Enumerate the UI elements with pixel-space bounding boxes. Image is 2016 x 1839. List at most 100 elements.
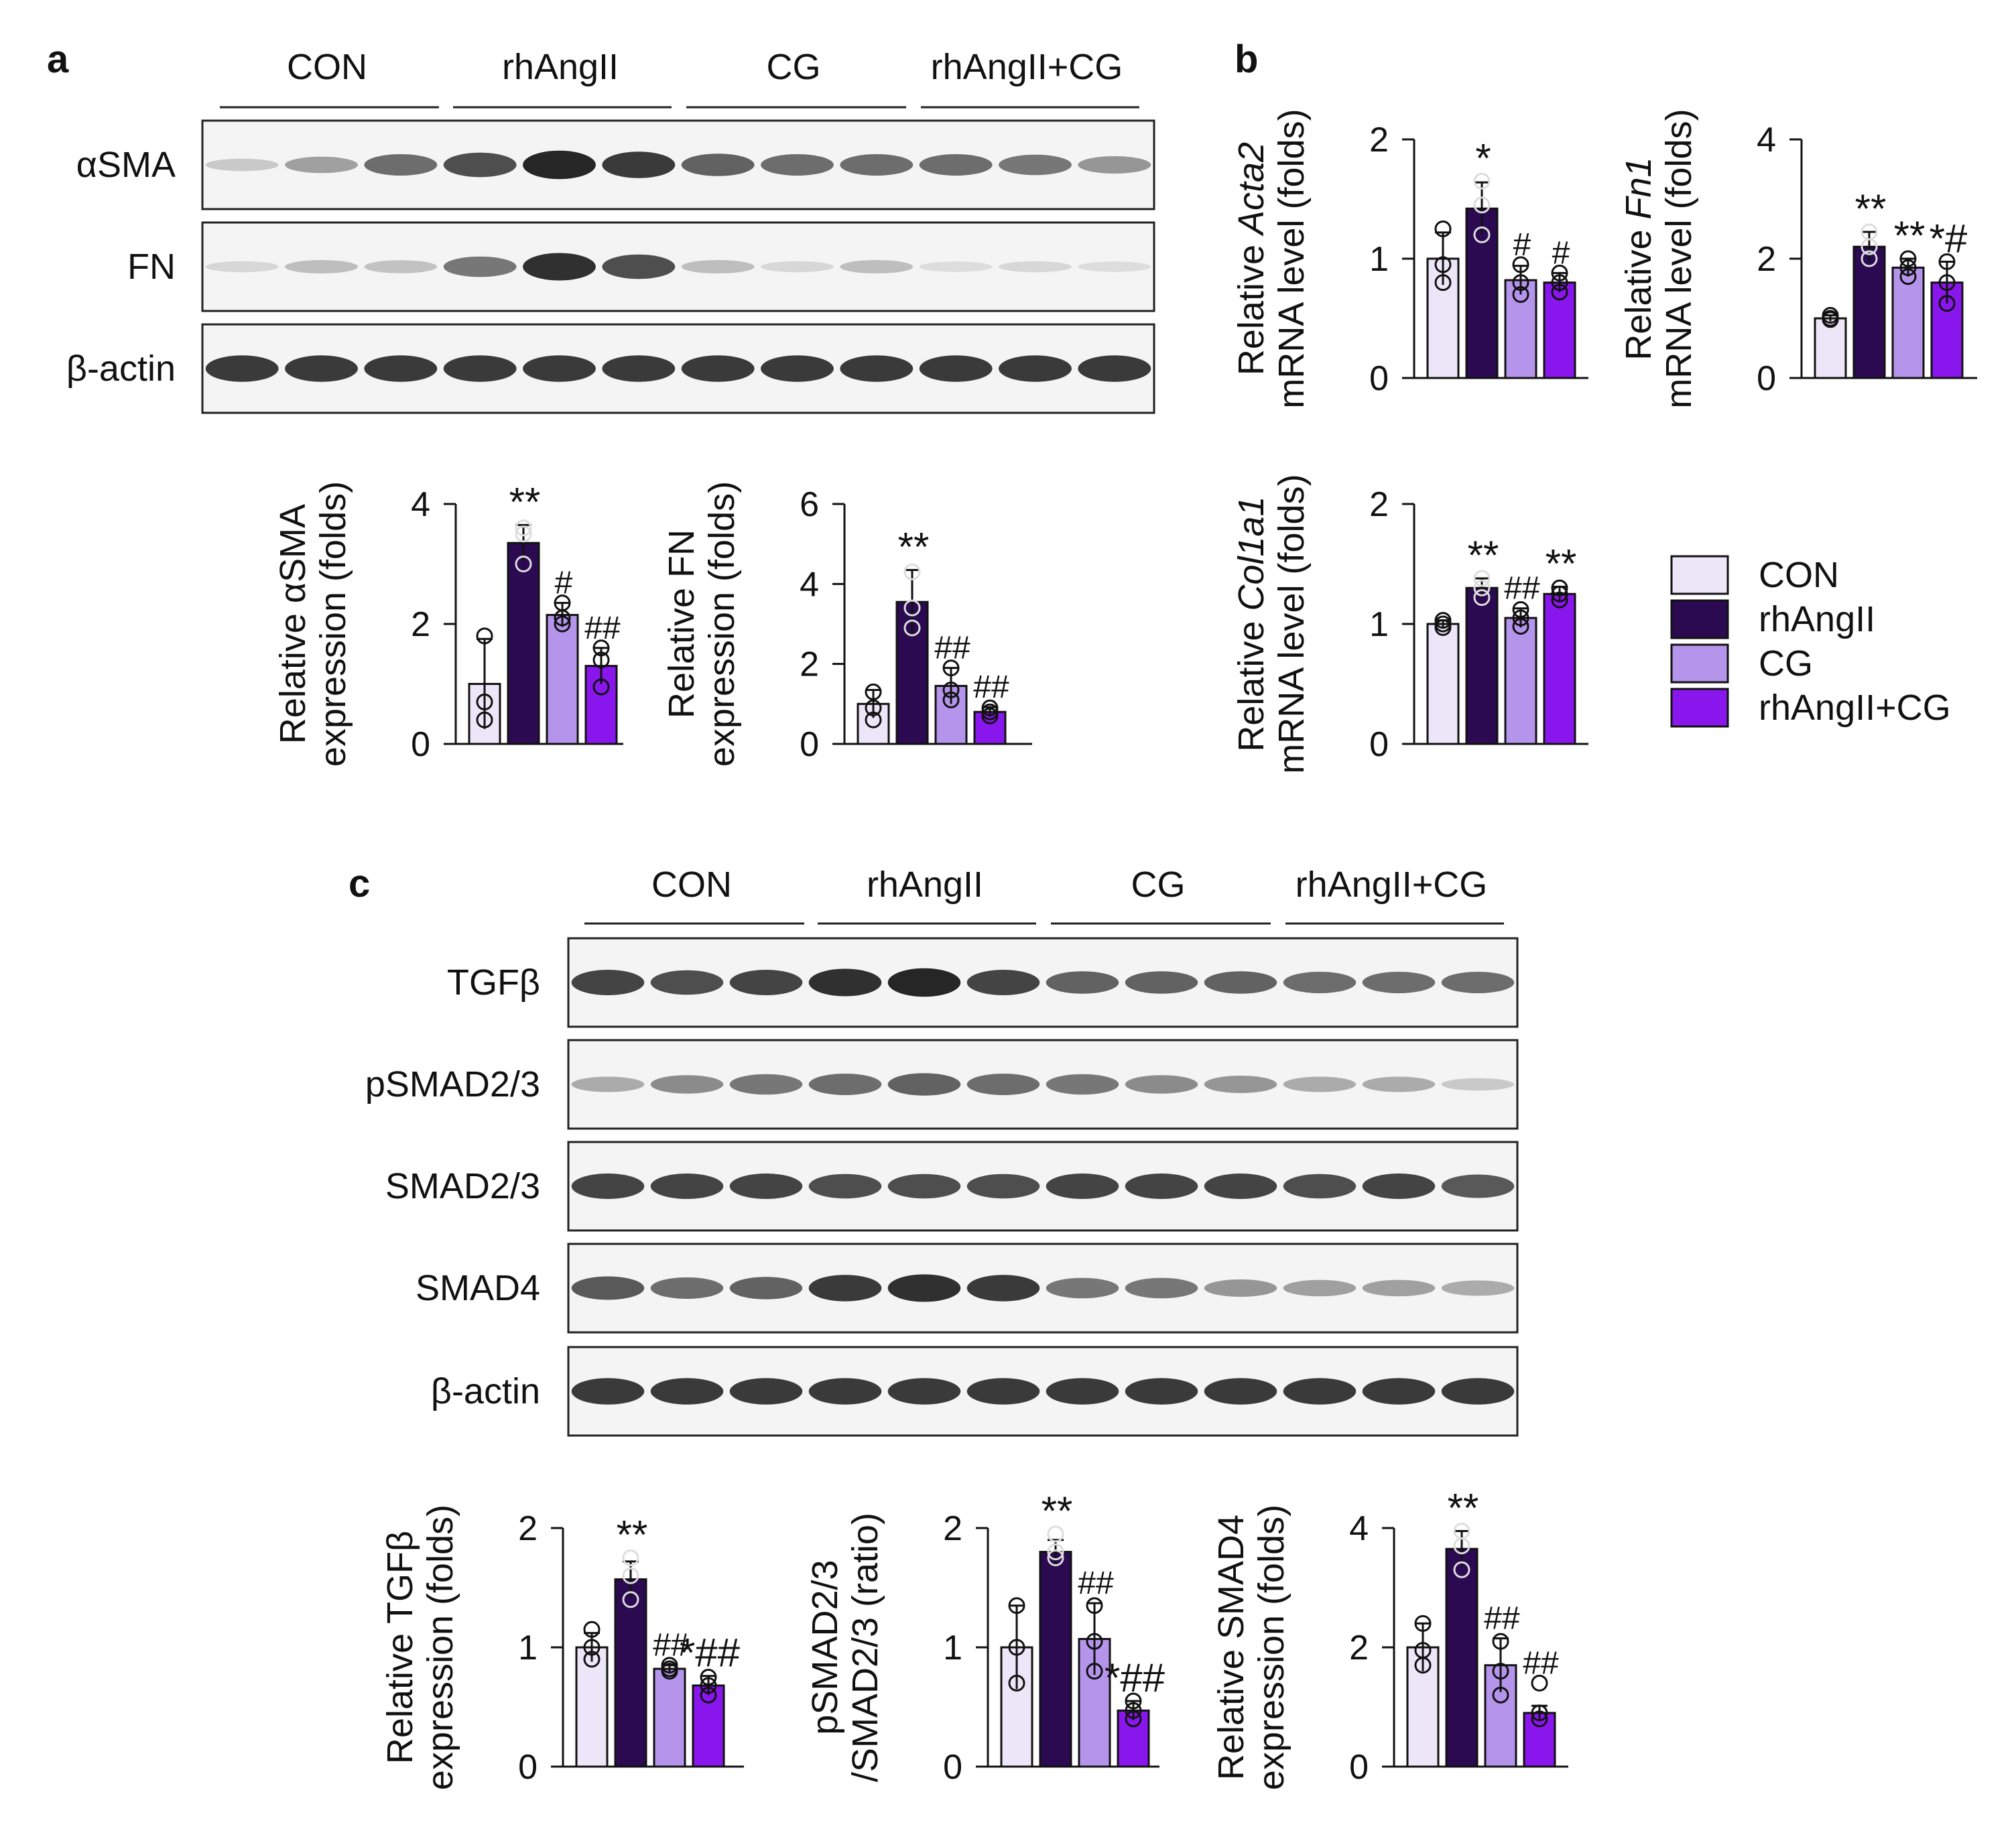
y-axis-label-line2: expression (folds) [420,1505,460,1790]
blot-c-band [1046,1277,1119,1299]
blot-a-header-rhangii-cg: rhAngII+CG [931,47,1123,87]
y-tick-label: 4 [1757,121,1776,160]
legend-swatch-rhangii [1670,599,1729,639]
blot-c-row-psmad2-3-1: pSMAD2/3 [365,1039,1519,1130]
significance-mark: *## [680,1631,741,1675]
significance-mark: ## [1504,571,1540,607]
blot-c-band [1125,971,1198,994]
blot-a-band [602,254,676,279]
blot-a-label-actin: β-actin [66,348,176,389]
data-point [1551,264,1568,281]
data-point [583,1651,601,1668]
legend: CON rhAngII CG rhAngII+CG [1670,555,1951,728]
y-axis-label-line2: expression (folds) [702,481,742,767]
bar-rhangii [614,1578,647,1768]
data-point [1125,1702,1142,1719]
data-point [622,1567,639,1584]
data-point [554,615,571,633]
bar-rhangii [507,542,540,745]
blot-a-band [364,260,438,273]
data-point [476,627,493,645]
significance-mark: ## [653,1628,689,1663]
blot-c-band [1362,1076,1436,1092]
chart-c2: 0 1 2 pSMAD2/3/SMAD2/3 (ratio) **## *## [805,1488,1166,1787]
blot-c-label-smad4: SMAD4 [416,1268,540,1308]
data-point [981,707,999,724]
data-point [1512,286,1529,303]
y-axis-label-line1: Relative Fn1 [1619,157,1659,360]
y-axis-label-text: Relative [1231,611,1271,752]
blot-c-band [1204,971,1277,994]
blot-a-band [285,260,358,273]
y-axis-label-gene: Col1a1 [1231,496,1271,611]
blot-c-band [1046,1174,1119,1199]
blot-a-band [681,355,755,382]
bar-rhangii [1465,586,1499,745]
blot-c-label-smad2-3: SMAD2/3 [385,1166,540,1206]
data-point [1473,570,1491,587]
blot-c-band [1125,1378,1198,1405]
blot-c-row-smad4-3: SMAD4 [416,1243,1519,1334]
blot-a-band [1078,261,1151,272]
blot-c-row-tgf-0: TGFβ [447,937,1519,1028]
data-point [865,711,882,728]
blot-c-band [1283,1279,1357,1297]
blot-a-band [205,261,279,273]
blot-c-membrane [567,1243,1519,1334]
blots-panel-a: αSMA FN β-actin [66,119,1155,414]
blot-c-header-rhangii-cg: rhAngII+CG [1296,865,1488,905]
legend-swatch-rhangii-cg [1670,688,1729,728]
blot-a-band [761,154,834,176]
data-point [1899,259,1917,276]
blot-c-band [729,1174,803,1199]
blot-a-band [364,355,438,382]
blot-a-band [999,355,1072,382]
blot-c-header-rhangii: rhAngII [867,865,983,905]
data-point [1008,1597,1025,1614]
blot-a-membrane [201,221,1155,312]
bar-rhangii-cg [973,710,1007,745]
blot-c-band [887,1378,961,1405]
blot-a-label-fn: FN [127,247,176,287]
y-tick-label: 2 [1369,121,1389,160]
legend-swatch-con [1670,555,1729,595]
y-axis-label-line1: Relative Acta2 [1231,142,1271,375]
y-axis-label-line1: Relative SMAD4 [1211,1515,1251,1780]
y-axis-label-line2: mRNA level (folds) [1271,474,1312,773]
chart-c1: 0 1 2 Relative TGFβ expression (folds) ** ##*#… [380,1505,744,1790]
data-point [1512,601,1529,619]
y-axis-label-line1: pSMAD2/3 [805,1560,845,1734]
data-point [661,1663,678,1680]
blot-a-row-actin-2: β-actin [66,323,1155,414]
blot-c-band [1046,1378,1119,1405]
blot-c-band [1204,1378,1277,1405]
y-tick-label: 1 [1369,605,1389,644]
significance-mark: ** [898,524,930,569]
bar-cg [1504,279,1537,379]
data-point [1861,250,1878,267]
y-tick-label: 0 [518,1748,538,1787]
y-axis-label-line2: /SMAD2/3 (ratio) [845,1513,885,1782]
blot-c-band [887,1274,961,1302]
y-tick-label: 2 [1349,1629,1369,1667]
data-point [1551,591,1568,609]
blot-c-band [887,1073,961,1096]
y-axis-label-line2: mRNA level (folds) [1659,109,1699,408]
blot-c-band [966,1074,1040,1095]
blot-c-band [571,1378,645,1405]
data-point [1551,579,1568,596]
data-point [1512,256,1529,273]
blot-c-band [1283,1076,1357,1092]
data-point [1414,1657,1432,1674]
blot-a-band [602,355,676,382]
data-point [1008,1639,1025,1656]
y-tick-label: 2 [800,645,819,684]
bar-con [1814,317,1847,379]
data-point [476,711,493,728]
bar-rhangii [1445,1547,1478,1768]
blot-a-row-fn-1: FN [127,221,1155,312]
significance-mark: *# [1930,216,1968,261]
data-point [903,563,921,580]
significance-mark: ## [934,631,970,666]
